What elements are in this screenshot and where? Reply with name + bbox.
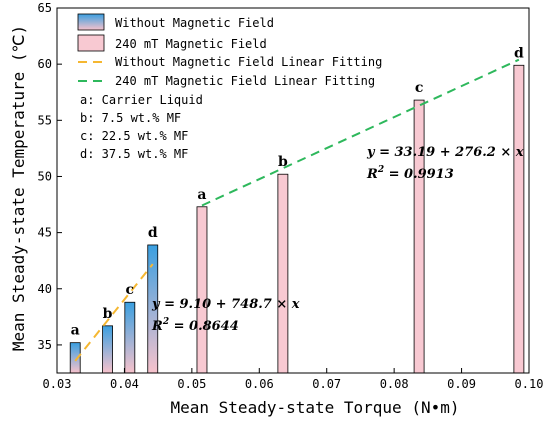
bar-label-without-d: d [148, 225, 158, 241]
legend-swatch-240mt [77, 34, 105, 52]
legend-label-without: Without Magnetic Field [115, 16, 274, 30]
y-tick-label-60: 60 [38, 57, 52, 71]
x-tick-label-0.04: 0.04 [110, 377, 139, 391]
plot-area [57, 8, 529, 373]
y-tick-label-65: 65 [38, 1, 52, 15]
bar-label-240mt-c: c [415, 80, 424, 96]
bar-label-without-c: c [126, 282, 135, 298]
legend-note-b: b: 7.5 wt.% MF [80, 111, 181, 125]
x-tick-label-0.10: 0.10 [515, 377, 544, 391]
x-tick-label-0.08: 0.08 [380, 377, 409, 391]
bar-without-b [102, 325, 113, 374]
y-tick-label-45: 45 [38, 226, 52, 240]
bar-240mt-a [196, 206, 208, 374]
plot-frame [56, 7, 530, 374]
legend-label-240mt-fit: 240 mT Magnetic Field Linear Fitting [115, 74, 375, 88]
bar-240mt-d [513, 64, 525, 374]
bar-240mt-b [277, 173, 289, 374]
x-tick-label-0.03: 0.03 [43, 377, 72, 391]
x-tick-label-0.06: 0.06 [245, 377, 274, 391]
x-tick-label-0.07: 0.07 [312, 377, 341, 391]
r2-without-fit: R2 = 0.8644 [151, 317, 239, 334]
eq-240mt-fit: y = 33.19 + 276.2 × x [366, 145, 524, 160]
x-tick-label-0.09: 0.09 [447, 377, 476, 391]
y-tick-label-55: 55 [38, 113, 52, 127]
y-tick-label-40: 40 [38, 282, 52, 296]
legend: Without Magnetic Field 240 mT Magnetic F… [77, 13, 382, 161]
legend-label-240mt: 240 mT Magnetic Field [115, 37, 267, 51]
x-axis-title: Mean Steady-state Torque (N•m) [171, 398, 460, 417]
x-tick-label-0.05: 0.05 [177, 377, 206, 391]
fit-line-240mt [201, 58, 520, 207]
legend-note-a: a: Carrier Liquid [80, 93, 203, 107]
bar-without-c [124, 301, 136, 374]
eq-without-fit: y = 9.10 + 748.7 × x [151, 297, 300, 312]
legend-label-without-fit: Without Magnetic Field Linear Fitting [115, 55, 382, 69]
legend-swatch-without [77, 13, 105, 31]
legend-note-c: c: 22.5 wt.% MF [80, 129, 188, 143]
y-tick-label-50: 50 [38, 169, 52, 183]
bar-label-240mt-b: b [278, 154, 288, 170]
r2-240mt-fit: R2 = 0.9913 [366, 165, 454, 182]
bar-label-240mt-a: a [197, 187, 206, 203]
y-axis-title: Mean Steady-state Temperature (℃) [9, 25, 28, 351]
bar-label-240mt-d: d [514, 45, 524, 61]
bar-240mt-c [413, 99, 425, 374]
bar-label-without-b: b [103, 306, 113, 322]
fit-line-without [74, 263, 154, 362]
y-tick-label-35: 35 [38, 338, 52, 352]
legend-note-d: d: 37.5 wt.% MF [80, 147, 188, 161]
bar-label-without-a: a [71, 323, 80, 339]
